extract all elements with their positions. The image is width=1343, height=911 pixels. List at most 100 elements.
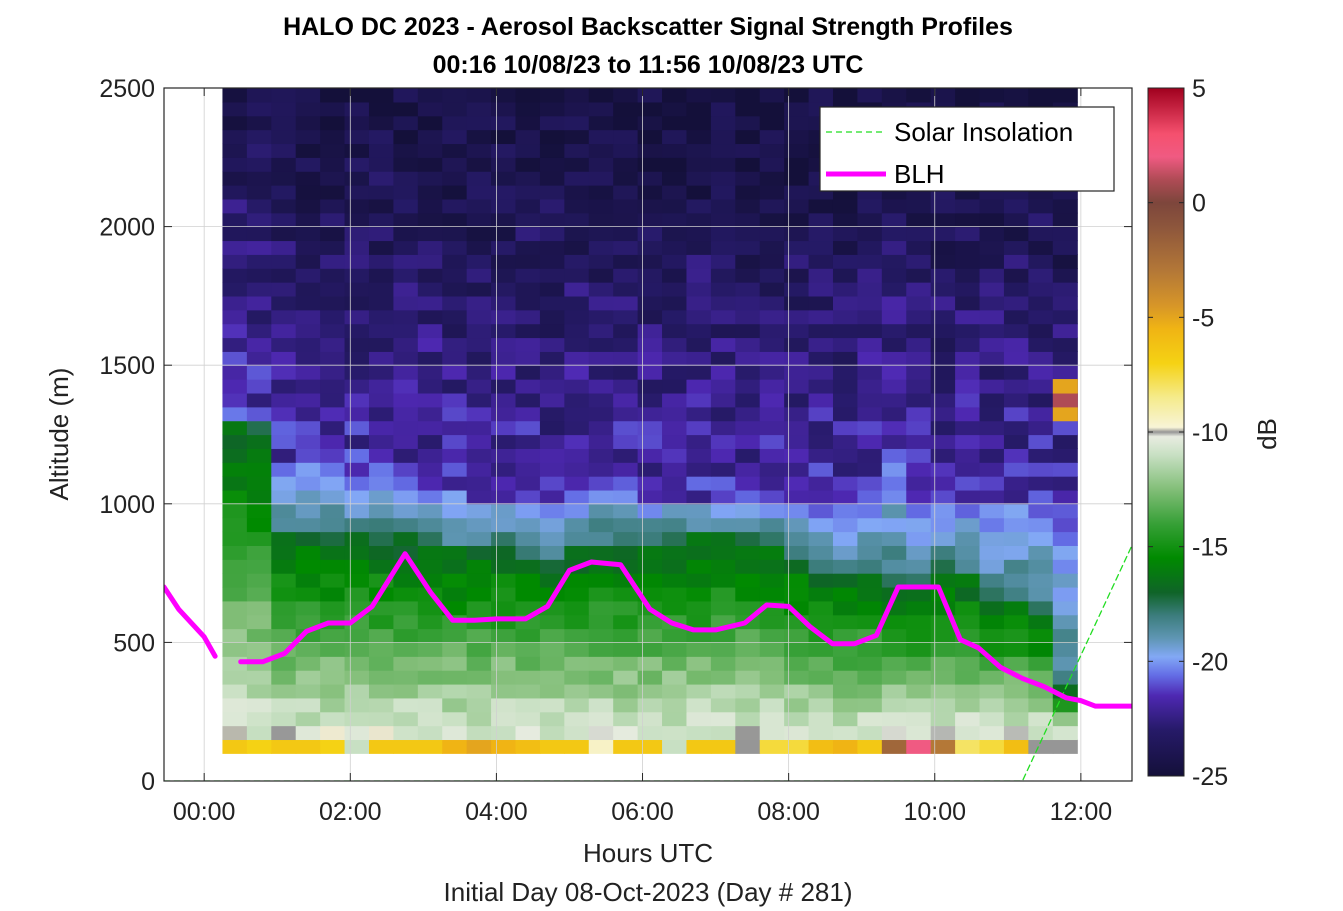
heatmap-cell xyxy=(417,670,443,685)
heatmap-cell xyxy=(564,198,590,214)
heatmap-cell xyxy=(515,448,541,463)
heatmap-cell xyxy=(759,628,785,643)
heatmap-cell xyxy=(662,642,688,657)
heatmap-cell xyxy=(588,503,614,519)
heatmap-cell xyxy=(686,614,712,630)
heatmap-cell xyxy=(539,642,565,657)
heatmap-cell xyxy=(759,448,785,463)
heatmap-cell xyxy=(906,739,932,754)
heatmap-cell xyxy=(637,129,663,145)
heatmap-cell xyxy=(588,670,614,685)
heatmap-cell xyxy=(320,198,346,214)
heatmap-cell xyxy=(808,462,834,477)
heatmap-cell xyxy=(710,531,736,546)
heatmap-cell xyxy=(515,503,541,519)
heatmap-cell xyxy=(564,268,590,283)
heatmap-cell xyxy=(955,476,981,491)
heatmap-cell xyxy=(857,559,883,574)
heatmap-cell xyxy=(710,351,736,366)
heatmap-cell xyxy=(906,531,932,546)
heatmap-cell xyxy=(955,559,981,574)
heatmap-cell xyxy=(1003,476,1029,491)
heatmap-cell xyxy=(710,670,736,685)
heatmap-cell xyxy=(564,531,590,546)
heatmap-cell xyxy=(784,115,810,131)
heatmap-cell xyxy=(759,351,785,366)
heatmap-cell xyxy=(613,240,639,255)
heatmap-cell xyxy=(564,503,590,519)
heatmap-cell xyxy=(295,88,321,103)
heatmap-cell xyxy=(222,351,248,366)
heatmap-cell xyxy=(1028,517,1054,533)
heatmap-cell xyxy=(930,656,956,671)
heatmap-cell xyxy=(491,129,517,145)
heatmap-cell xyxy=(857,517,883,533)
heatmap-cell xyxy=(857,711,883,727)
heatmap-cell xyxy=(881,88,907,103)
heatmap-cell xyxy=(295,101,321,117)
heatmap-cell xyxy=(1028,489,1054,505)
heatmap-cell xyxy=(613,711,639,727)
heatmap-cell xyxy=(515,462,541,477)
heatmap-cell xyxy=(637,337,663,352)
heatmap-cell xyxy=(710,573,736,588)
heatmap-cell xyxy=(710,697,736,713)
heatmap-cell xyxy=(539,725,565,741)
heatmap-cell xyxy=(344,545,370,560)
heatmap-cell xyxy=(832,337,859,352)
heatmap-cell xyxy=(564,101,590,117)
heatmap-cell xyxy=(222,586,248,602)
heatmap-cell xyxy=(881,573,907,588)
heatmap-cell xyxy=(735,600,761,616)
heatmap-cell xyxy=(857,697,883,713)
heatmap-cell xyxy=(613,101,639,117)
heatmap-cell xyxy=(857,448,883,463)
heatmap-cell xyxy=(417,545,443,560)
heatmap-cell xyxy=(808,489,834,505)
heatmap-cell xyxy=(246,268,272,283)
heatmap-cell xyxy=(222,642,248,657)
heatmap-cell xyxy=(295,171,321,186)
x-tick-label: 06:00 xyxy=(611,798,674,826)
heatmap-cell xyxy=(710,503,736,519)
heatmap-cell xyxy=(417,462,443,477)
heatmap-cell xyxy=(442,683,468,699)
heatmap-cell xyxy=(759,545,785,560)
heatmap-cell xyxy=(246,600,272,616)
heatmap-cell xyxy=(979,88,1005,103)
heatmap-cell xyxy=(442,573,468,588)
heatmap-cell xyxy=(735,586,761,602)
heatmap-cell xyxy=(466,379,492,394)
heatmap-cell xyxy=(368,323,394,339)
heatmap-cell xyxy=(442,254,468,269)
heatmap-cell xyxy=(637,462,663,477)
heatmap-cell xyxy=(295,365,321,380)
heatmap-cell xyxy=(662,392,688,408)
heatmap-cell xyxy=(344,725,370,741)
series-lines xyxy=(164,544,1132,781)
heatmap-cell xyxy=(466,420,492,436)
heatmap-cell xyxy=(246,406,272,422)
heatmap-cell xyxy=(906,656,932,671)
heatmap-cell xyxy=(808,711,834,727)
heatmap-cell xyxy=(906,600,932,616)
backscatter-heatmap xyxy=(222,88,1078,754)
heatmap-cell xyxy=(613,642,639,657)
heatmap-cell xyxy=(808,323,834,339)
heatmap-cell xyxy=(344,240,370,255)
heatmap-cell xyxy=(344,670,370,685)
heatmap-cell xyxy=(344,143,370,158)
heatmap-cell xyxy=(1028,379,1054,394)
heatmap-cell xyxy=(222,406,248,422)
heatmap-cell xyxy=(832,295,859,311)
heatmap-cell xyxy=(442,115,468,131)
heatmap-cell xyxy=(564,600,590,616)
heatmap-cell xyxy=(246,309,272,325)
heatmap-cell xyxy=(808,670,834,685)
heatmap-cell xyxy=(662,739,688,754)
heatmap-cell xyxy=(808,448,834,463)
heatmap-cell xyxy=(491,670,517,685)
heatmap-cell xyxy=(1003,226,1029,242)
heatmap-cell xyxy=(930,226,956,242)
heatmap-cell xyxy=(442,240,468,255)
